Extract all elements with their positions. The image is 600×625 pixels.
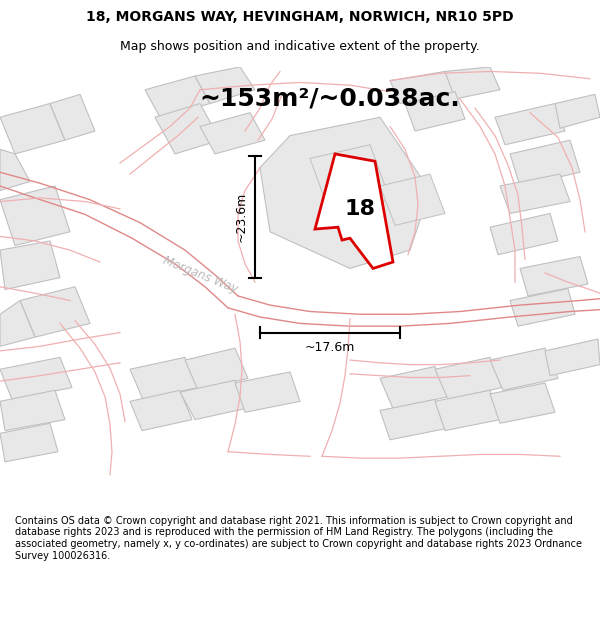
Polygon shape bbox=[510, 140, 580, 186]
Text: Map shows position and indicative extent of the property.: Map shows position and indicative extent… bbox=[120, 40, 480, 53]
Polygon shape bbox=[0, 423, 58, 462]
Polygon shape bbox=[380, 366, 448, 409]
Text: Contains OS data © Crown copyright and database right 2021. This information is : Contains OS data © Crown copyright and d… bbox=[15, 516, 582, 561]
Polygon shape bbox=[545, 339, 600, 376]
Text: ~17.6m: ~17.6m bbox=[305, 341, 355, 354]
Polygon shape bbox=[145, 76, 210, 118]
Polygon shape bbox=[195, 67, 255, 104]
Polygon shape bbox=[0, 104, 65, 154]
Polygon shape bbox=[0, 186, 70, 246]
Polygon shape bbox=[435, 357, 502, 399]
Polygon shape bbox=[490, 383, 555, 423]
Polygon shape bbox=[520, 256, 588, 296]
Polygon shape bbox=[0, 241, 60, 289]
Polygon shape bbox=[20, 287, 90, 337]
Polygon shape bbox=[405, 92, 465, 131]
Polygon shape bbox=[315, 154, 393, 269]
Polygon shape bbox=[500, 174, 570, 214]
Polygon shape bbox=[155, 104, 220, 154]
Polygon shape bbox=[380, 399, 445, 440]
Text: Morgans Way: Morgans Way bbox=[161, 254, 239, 296]
Polygon shape bbox=[380, 174, 445, 226]
Text: ~153m²/~0.038ac.: ~153m²/~0.038ac. bbox=[200, 87, 460, 111]
Polygon shape bbox=[0, 301, 35, 346]
Polygon shape bbox=[435, 390, 500, 431]
Polygon shape bbox=[445, 67, 500, 99]
Polygon shape bbox=[200, 112, 265, 154]
Polygon shape bbox=[0, 357, 72, 399]
Text: 18, MORGANS WAY, HEVINGHAM, NORWICH, NR10 5PD: 18, MORGANS WAY, HEVINGHAM, NORWICH, NR1… bbox=[86, 10, 514, 24]
Polygon shape bbox=[0, 390, 65, 431]
Text: 18: 18 bbox=[344, 199, 376, 219]
Text: ~23.6m: ~23.6m bbox=[235, 191, 248, 242]
Polygon shape bbox=[510, 289, 575, 326]
Polygon shape bbox=[50, 94, 95, 140]
Polygon shape bbox=[260, 118, 430, 269]
Polygon shape bbox=[130, 357, 198, 399]
Polygon shape bbox=[235, 372, 300, 413]
Polygon shape bbox=[495, 104, 565, 145]
Polygon shape bbox=[390, 71, 455, 104]
Polygon shape bbox=[180, 380, 245, 419]
Polygon shape bbox=[130, 390, 192, 431]
Polygon shape bbox=[490, 348, 558, 390]
Polygon shape bbox=[0, 149, 30, 191]
Polygon shape bbox=[490, 214, 558, 255]
Polygon shape bbox=[555, 94, 600, 128]
Polygon shape bbox=[185, 348, 248, 390]
Polygon shape bbox=[310, 145, 390, 214]
